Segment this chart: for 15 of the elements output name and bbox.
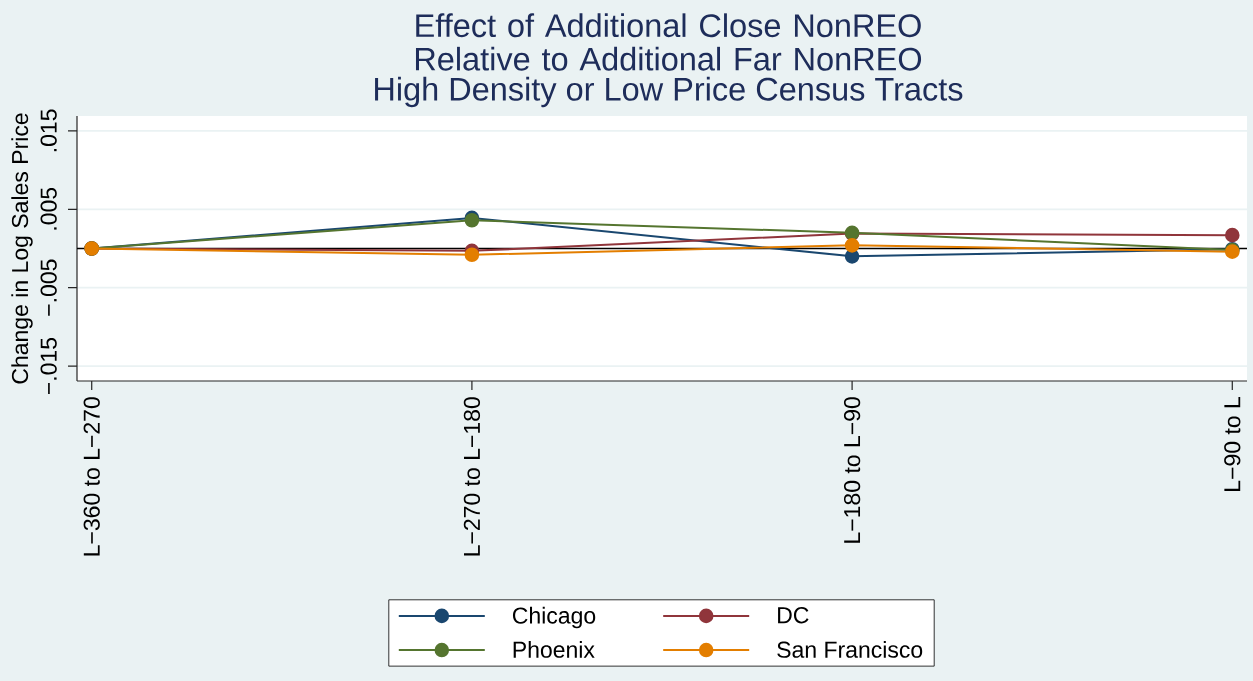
y-tick-label: .015 — [40, 109, 57, 152]
x-tick-label: L−270 to L−180 — [463, 397, 481, 556]
y-axis-title: Change in Log Sales Price — [11, 113, 33, 384]
legend-label: DC — [778, 607, 809, 624]
x-tick-label: L−360 to L−270 — [83, 397, 100, 556]
legend-label: San Francisco — [777, 640, 923, 658]
legend-label: Chicago — [512, 606, 596, 629]
y-tick-label: −.005 — [40, 259, 57, 316]
y-tick-label: .005 — [40, 187, 57, 230]
chart-subtitle: High Density or Low Price Census Tracts — [375, 76, 963, 108]
x-tick-label: L−90 to L — [1224, 396, 1241, 491]
legend-label: Phoenix — [513, 640, 595, 658]
y-tick-label: −.015 — [40, 337, 57, 395]
chart-title: Effect of Additional Close NonREO Relative to Additional Far NonREO — [415, 13, 922, 71]
x-tick-label: L−180 to L−90 — [843, 397, 861, 543]
